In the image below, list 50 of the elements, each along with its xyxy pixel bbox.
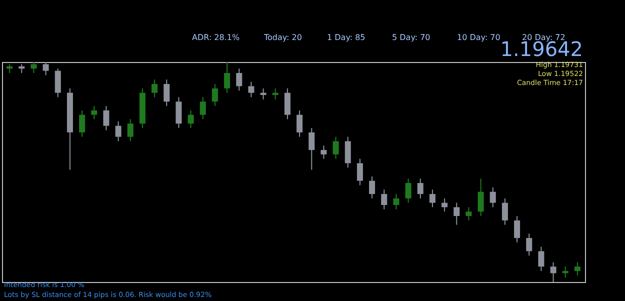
candlestick [127,118,134,142]
candlestick [562,266,568,278]
candlestick [91,106,98,120]
candlestick [442,198,448,212]
candlestick [393,194,400,210]
text: 5 Day: 70 [392,33,430,42]
candlestick [79,110,86,138]
candlestick [164,79,170,106]
candlestick [200,96,206,120]
candlestick [332,136,339,160]
candlestick [30,62,37,74]
candlestick [526,233,532,256]
candlestick [478,178,484,216]
candlestick [429,189,436,208]
candlestick [115,120,122,142]
candlestick [356,158,363,186]
text: ADR: 28.1% [192,33,240,42]
candlestick [272,88,278,100]
text: Today: 20 [263,33,302,42]
candlestick [152,79,158,98]
candlestick [54,68,61,98]
candlestick [308,128,315,170]
candlestick [284,88,290,120]
candlestick [369,176,376,199]
candlestick [405,178,412,204]
candlestick [236,68,242,92]
candlestick [188,110,194,128]
candlestick [417,178,424,199]
candlestick [296,110,303,138]
candlestick [550,262,556,282]
candlestick [502,198,508,226]
candlestick [490,186,496,208]
candlestick [212,84,218,106]
candlestick [320,145,327,160]
candlestick [248,81,254,98]
candlestick [344,136,351,168]
candlestick [224,62,230,94]
candlestick [466,206,472,221]
candlestick [454,202,460,226]
candlestick [381,189,388,210]
candlestick [103,106,110,131]
candlestick [176,96,182,128]
candlestick [514,216,520,243]
text: 20 Day: 72 [522,33,566,42]
candlestick [42,62,49,76]
candlestick [260,88,266,100]
candlestick [538,246,544,272]
text: 1 Day: 85 [327,33,366,42]
text: 10 Day: 70 [457,33,500,42]
candlestick [574,262,580,276]
